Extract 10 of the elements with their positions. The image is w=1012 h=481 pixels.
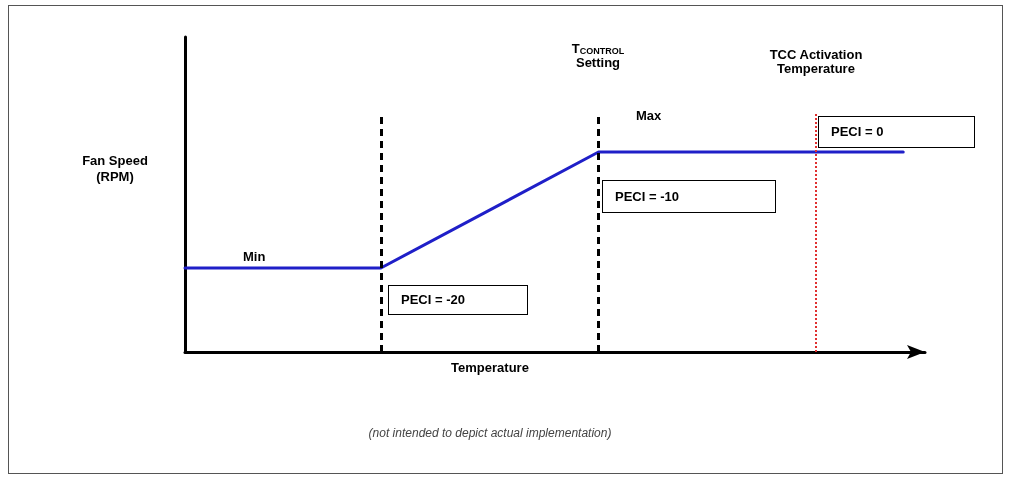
text: TCC Activation Temperature <box>768 47 864 76</box>
text-box: PECI = 0 <box>818 116 975 148</box>
annotation: Min <box>243 249 266 264</box>
y-axis-title: Fan Speed (RPM) <box>81 153 149 185</box>
text: Max <box>636 108 662 123</box>
text-box: PECI = -20 <box>388 285 528 315</box>
text: (not intended to depict actual implementation) <box>367 426 613 440</box>
text-box: PECI = -10 <box>602 180 776 213</box>
text: T$_{CONTROL}$ Setting <box>570 41 626 70</box>
x-axis-title: Temperature <box>450 360 530 375</box>
